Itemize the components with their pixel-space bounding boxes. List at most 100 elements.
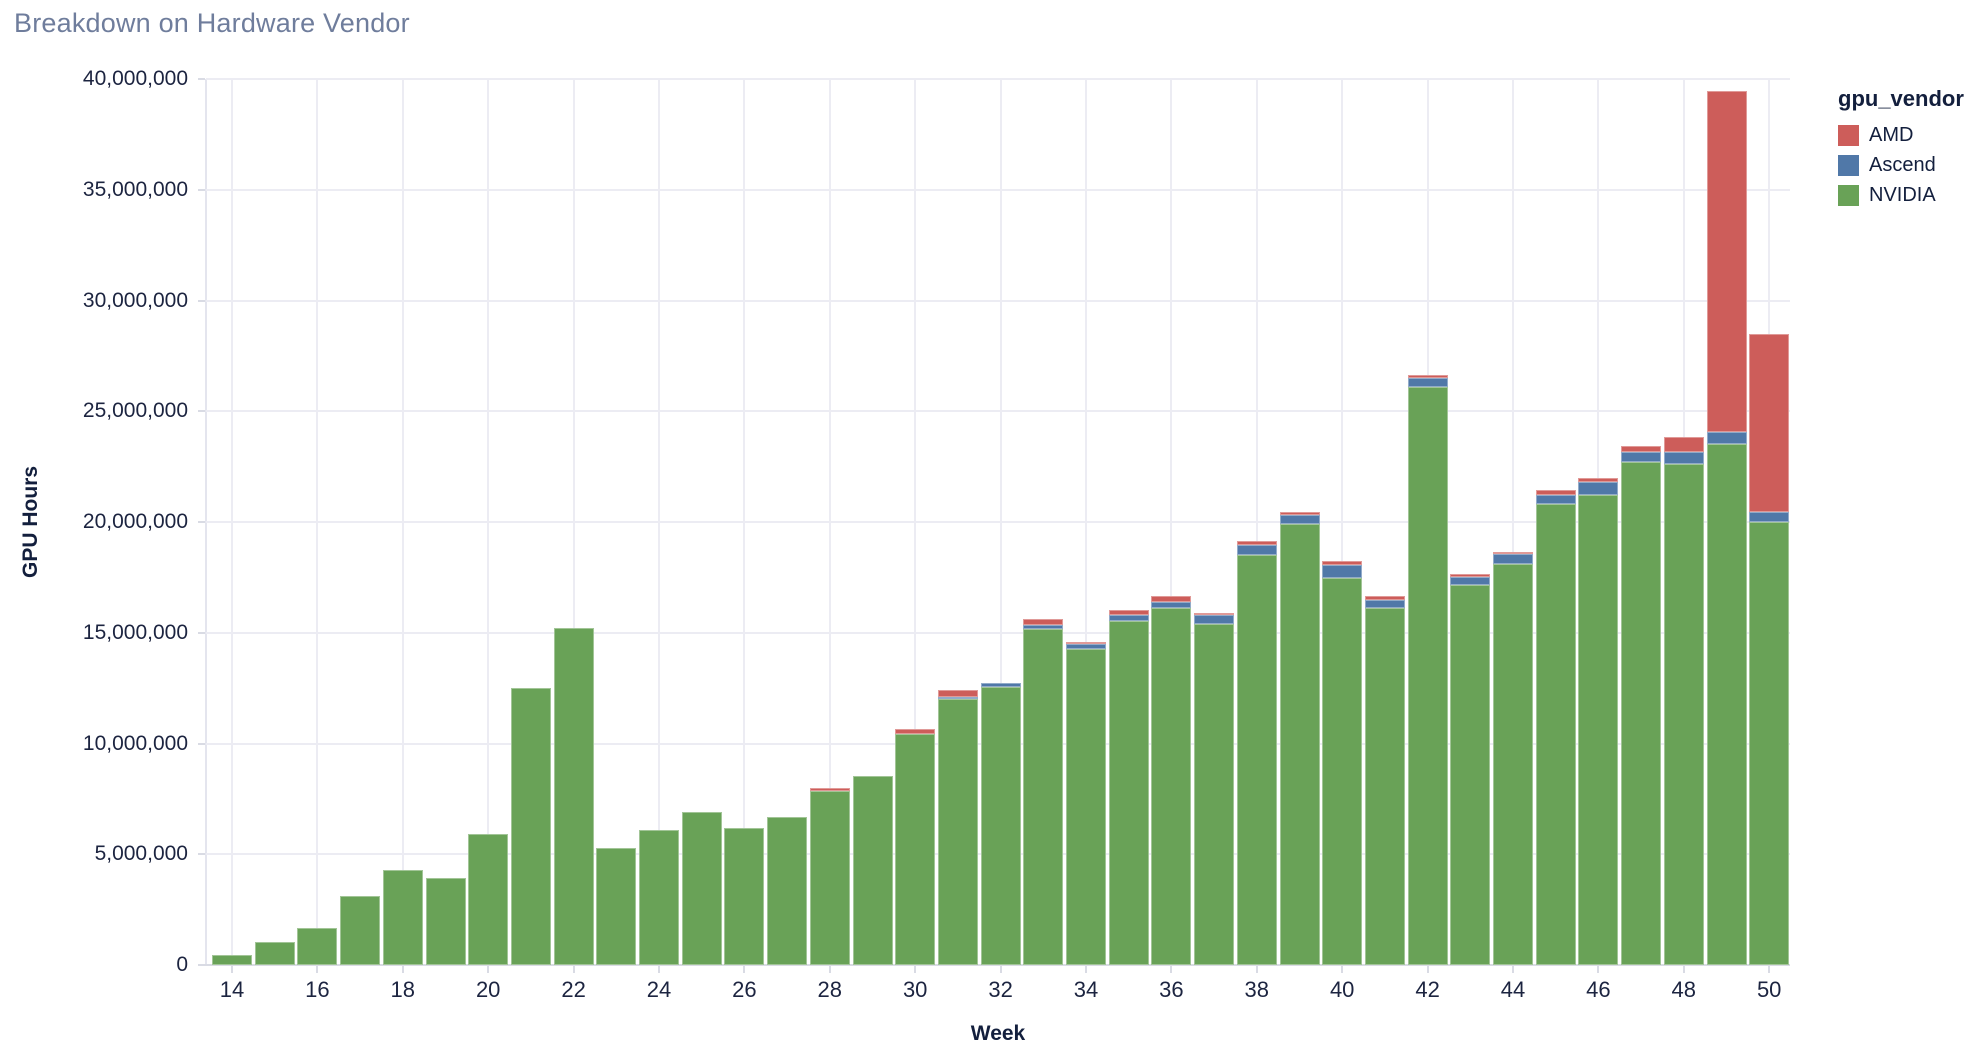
bar-week-16[interactable] <box>297 79 338 965</box>
bar-segment-amd-week-46[interactable] <box>1578 477 1619 483</box>
bar-week-29[interactable] <box>852 79 893 965</box>
bar-week-20[interactable] <box>468 79 509 965</box>
bar-segment-ascend-week-42[interactable] <box>1407 378 1448 387</box>
bar-segment-nvidia-week-47[interactable] <box>1621 462 1662 965</box>
bar-segment-ascend-week-33[interactable] <box>1023 625 1064 630</box>
bar-segment-nvidia-week-30[interactable] <box>895 733 936 965</box>
bar-segment-ascend-week-44[interactable] <box>1493 554 1533 565</box>
bar-segment-ascend-week-43[interactable] <box>1450 577 1491 586</box>
bar-segment-ascend-week-49[interactable] <box>1706 432 1747 445</box>
bar-segment-nvidia-week-33[interactable] <box>1023 629 1064 965</box>
bar-segment-amd-week-43[interactable] <box>1450 574 1491 578</box>
bar-segment-amd-week-33[interactable] <box>1023 619 1064 625</box>
bar-segment-nvidia-week-41[interactable] <box>1364 608 1405 965</box>
bar-segment-nvidia-week-34[interactable] <box>1066 649 1106 965</box>
bar-segment-nvidia-week-20[interactable] <box>468 834 509 965</box>
bar-segment-amd-week-30[interactable] <box>895 729 936 734</box>
legend-item-ascend[interactable]: Ascend <box>1838 154 1970 177</box>
bar-segment-ascend-week-38[interactable] <box>1236 545 1277 556</box>
bar-segment-amd-week-34[interactable] <box>1066 641 1106 644</box>
bar-week-31[interactable] <box>937 79 978 965</box>
bar-segment-nvidia-week-42[interactable] <box>1407 386 1448 965</box>
bar-segment-nvidia-week-29[interactable] <box>852 775 893 965</box>
legend-item-nvidia[interactable]: NVIDIA <box>1838 184 1970 207</box>
bar-segment-nvidia-week-23[interactable] <box>596 847 637 965</box>
bar-segment-amd-week-37[interactable] <box>1194 612 1235 616</box>
bar-segment-nvidia-week-37[interactable] <box>1194 623 1235 965</box>
bar-segment-nvidia-week-45[interactable] <box>1535 504 1576 965</box>
bar-week-36[interactable] <box>1151 79 1192 965</box>
bar-week-49[interactable] <box>1706 79 1747 965</box>
bar-week-39[interactable] <box>1279 79 1320 965</box>
bar-segment-nvidia-week-25[interactable] <box>681 812 722 965</box>
bar-week-41[interactable] <box>1364 79 1405 965</box>
bar-segment-ascend-week-48[interactable] <box>1663 452 1704 465</box>
bar-segment-nvidia-week-19[interactable] <box>425 877 466 965</box>
bar-segment-nvidia-week-43[interactable] <box>1450 585 1491 965</box>
bar-segment-amd-week-28[interactable] <box>809 787 850 792</box>
bar-segment-amd-week-44[interactable] <box>1493 551 1533 555</box>
bar-week-46[interactable] <box>1578 79 1619 965</box>
bar-segment-amd-week-39[interactable] <box>1279 512 1320 516</box>
bar-segment-amd-week-45[interactable] <box>1535 489 1576 496</box>
bar-segment-nvidia-week-50[interactable] <box>1749 522 1790 965</box>
bar-segment-amd-week-36[interactable] <box>1151 596 1192 602</box>
bar-segment-nvidia-week-18[interactable] <box>382 869 423 965</box>
bar-segment-amd-week-42[interactable] <box>1407 374 1448 379</box>
bar-week-33[interactable] <box>1023 79 1064 965</box>
bar-segment-ascend-week-31[interactable] <box>937 697 978 700</box>
bar-segment-nvidia-week-15[interactable] <box>254 941 295 965</box>
bar-segment-nvidia-week-31[interactable] <box>937 699 978 965</box>
bar-week-25[interactable] <box>681 79 722 965</box>
bar-week-43[interactable] <box>1450 79 1491 965</box>
bar-week-40[interactable] <box>1322 79 1363 965</box>
bar-segment-nvidia-week-26[interactable] <box>724 827 765 965</box>
bar-week-30[interactable] <box>895 79 936 965</box>
bar-week-19[interactable] <box>425 79 466 965</box>
bar-week-35[interactable] <box>1108 79 1149 965</box>
bar-week-50[interactable] <box>1749 79 1790 965</box>
bar-week-28[interactable] <box>809 79 850 965</box>
bar-week-34[interactable] <box>1066 79 1106 965</box>
bar-segment-nvidia-week-49[interactable] <box>1706 444 1747 965</box>
bar-segment-ascend-week-32[interactable] <box>980 682 1021 688</box>
bar-week-37[interactable] <box>1194 79 1235 965</box>
bar-segment-ascend-week-41[interactable] <box>1364 599 1405 609</box>
bar-week-26[interactable] <box>724 79 765 965</box>
bar-week-24[interactable] <box>639 79 679 965</box>
bar-segment-nvidia-week-14[interactable] <box>212 955 252 965</box>
bar-segment-ascend-week-50[interactable] <box>1749 512 1790 522</box>
bar-week-23[interactable] <box>596 79 637 965</box>
bar-segment-ascend-week-45[interactable] <box>1535 495 1576 505</box>
bar-segment-nvidia-week-40[interactable] <box>1322 578 1363 965</box>
bar-segment-ascend-week-35[interactable] <box>1108 615 1149 621</box>
bar-week-48[interactable] <box>1663 79 1704 965</box>
bar-segment-nvidia-week-48[interactable] <box>1663 464 1704 965</box>
bar-segment-nvidia-week-21[interactable] <box>510 688 551 965</box>
bar-segment-nvidia-week-24[interactable] <box>639 829 679 965</box>
bar-segment-nvidia-week-28[interactable] <box>809 791 850 965</box>
bar-segment-ascend-week-40[interactable] <box>1322 565 1363 579</box>
bar-week-18[interactable] <box>382 79 423 965</box>
bar-week-38[interactable] <box>1236 79 1277 965</box>
bar-week-44[interactable] <box>1493 79 1533 965</box>
bar-week-45[interactable] <box>1535 79 1576 965</box>
bar-week-42[interactable] <box>1407 79 1448 965</box>
bar-segment-amd-week-49[interactable] <box>1706 91 1747 433</box>
bar-segment-nvidia-week-35[interactable] <box>1108 620 1149 965</box>
bar-segment-nvidia-week-38[interactable] <box>1236 555 1277 965</box>
bar-week-14[interactable] <box>212 79 252 965</box>
bar-segment-amd-week-35[interactable] <box>1108 609 1149 616</box>
bar-segment-amd-week-38[interactable] <box>1236 540 1277 546</box>
bar-week-27[interactable] <box>767 79 808 965</box>
bar-segment-nvidia-week-32[interactable] <box>980 687 1021 965</box>
bar-segment-nvidia-week-17[interactable] <box>340 896 381 965</box>
bar-segment-nvidia-week-39[interactable] <box>1279 524 1320 965</box>
bar-segment-amd-week-31[interactable] <box>937 690 978 697</box>
bar-segment-amd-week-41[interactable] <box>1364 596 1405 600</box>
bar-segment-nvidia-week-44[interactable] <box>1493 564 1533 965</box>
legend-item-amd[interactable]: AMD <box>1838 124 1970 147</box>
bar-segment-nvidia-week-46[interactable] <box>1578 495 1619 965</box>
bar-segment-amd-week-48[interactable] <box>1663 436 1704 453</box>
bar-week-15[interactable] <box>254 79 295 965</box>
